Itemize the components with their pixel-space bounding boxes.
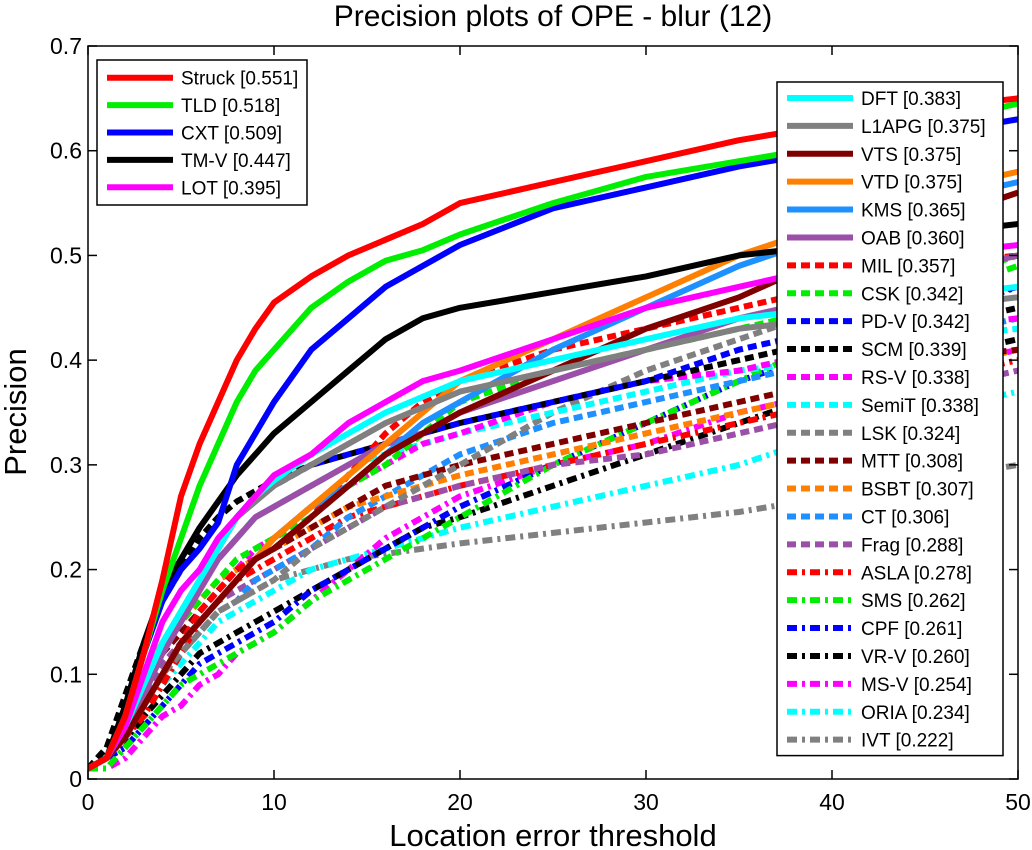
- legend-label-bsbt: BSBT [0.307]: [861, 480, 974, 501]
- y-tick-label: 0.2: [50, 557, 82, 583]
- legend-label-ct: CT [0.306]: [861, 507, 949, 528]
- legend-label-kms: KMS [0.365]: [861, 201, 966, 222]
- y-axis-label: Precision: [0, 348, 33, 476]
- legend-label-oria: ORIA [0.234]: [861, 703, 970, 724]
- y-tick-label: 0: [69, 766, 82, 792]
- legend-label-tm-v: TM-V [0.447]: [181, 151, 291, 172]
- axis-ticks: 0 10 20 30 40 50 0 0.1 0.2 0.3 0.4 0.5 0.6 0.7: [50, 33, 1031, 815]
- y-tick-label: 0.3: [50, 452, 82, 478]
- legend-label-cxt: CXT [0.509]: [181, 124, 282, 145]
- legend-label-sms: SMS [0.262]: [861, 591, 966, 612]
- legend-box: [776, 81, 1004, 757]
- legend-label-semit: SemiT [0.338]: [861, 396, 979, 417]
- series-line-sms: [88, 263, 1018, 772]
- legend-right: DFT [0.383] L1APG [0.375] VTS [0.375] VTD […: [776, 81, 1004, 757]
- x-tick-label: 20: [447, 789, 473, 815]
- x-tick-label: 10: [261, 789, 287, 815]
- legend-label-vtd: VTD [0.375]: [861, 173, 962, 194]
- legend-label-ivt: IVT [0.222]: [861, 731, 954, 752]
- legend-label-oab: OAB [0.360]: [861, 228, 965, 249]
- x-axis-label: Location error threshold: [389, 818, 716, 850]
- legend-label-vts: VTS [0.375]: [861, 145, 961, 166]
- legend-label-csk: CSK [0.342]: [861, 284, 963, 305]
- legend-label-mtt: MTT [0.308]: [861, 452, 963, 473]
- y-tick-label: 0.4: [50, 347, 82, 373]
- chart-title: Precision plots of OPE - blur (12): [334, 0, 773, 33]
- legend-label-ms-v: MS-V [0.254]: [861, 675, 972, 696]
- x-tick-label: 0: [82, 789, 95, 815]
- legend-label-lsk: LSK [0.324]: [861, 424, 960, 445]
- legend-label-vr-v: VR-V [0.260]: [861, 647, 970, 668]
- series-line-ivt: [88, 461, 1018, 772]
- legend-label-asla: ASLA [0.278]: [861, 563, 972, 584]
- legend-label-cpf: CPF [0.261]: [861, 619, 962, 640]
- legend-left: Struck [0.551] TLD [0.518] CXT [0.509] TM-V…: [96, 59, 308, 206]
- y-tick-label: 0.7: [50, 33, 82, 59]
- legend-label-scm: SCM [0.339]: [861, 340, 967, 361]
- legend-label-pd-v: PD-V [0.342]: [861, 312, 970, 333]
- series-line-struck: [88, 95, 1018, 772]
- legend-label-dft: DFT [0.383]: [861, 89, 961, 110]
- y-tick-label: 0.5: [50, 242, 82, 268]
- legend-label-tld: TLD [0.518]: [181, 96, 280, 117]
- x-tick-label: 30: [633, 789, 659, 815]
- legend-label-frag: Frag [0.288]: [861, 535, 963, 556]
- plot-frame: [87, 45, 1019, 780]
- y-tick-label: 0.6: [50, 138, 82, 164]
- series-line-vr-v: [88, 336, 1018, 772]
- legend-label-lot: LOT [0.395]: [181, 178, 281, 199]
- legend-label-l1apg: L1APG [0.375]: [861, 117, 986, 138]
- legend-label-struck: Struck [0.551]: [181, 69, 298, 90]
- y-tick-label: 0.1: [50, 661, 82, 687]
- legend-label-rs-v: RS-V [0.338]: [861, 368, 970, 389]
- series-line-vts: [88, 189, 1018, 772]
- series-layer: [88, 95, 1018, 772]
- series-line-lot: [88, 242, 1018, 772]
- x-tick-label: 50: [1005, 789, 1031, 815]
- legend-label-mil: MIL [0.357]: [861, 256, 955, 277]
- series-line-oab: [88, 252, 1018, 772]
- x-tick-label: 40: [819, 789, 845, 815]
- series-line-asla: [88, 357, 1018, 772]
